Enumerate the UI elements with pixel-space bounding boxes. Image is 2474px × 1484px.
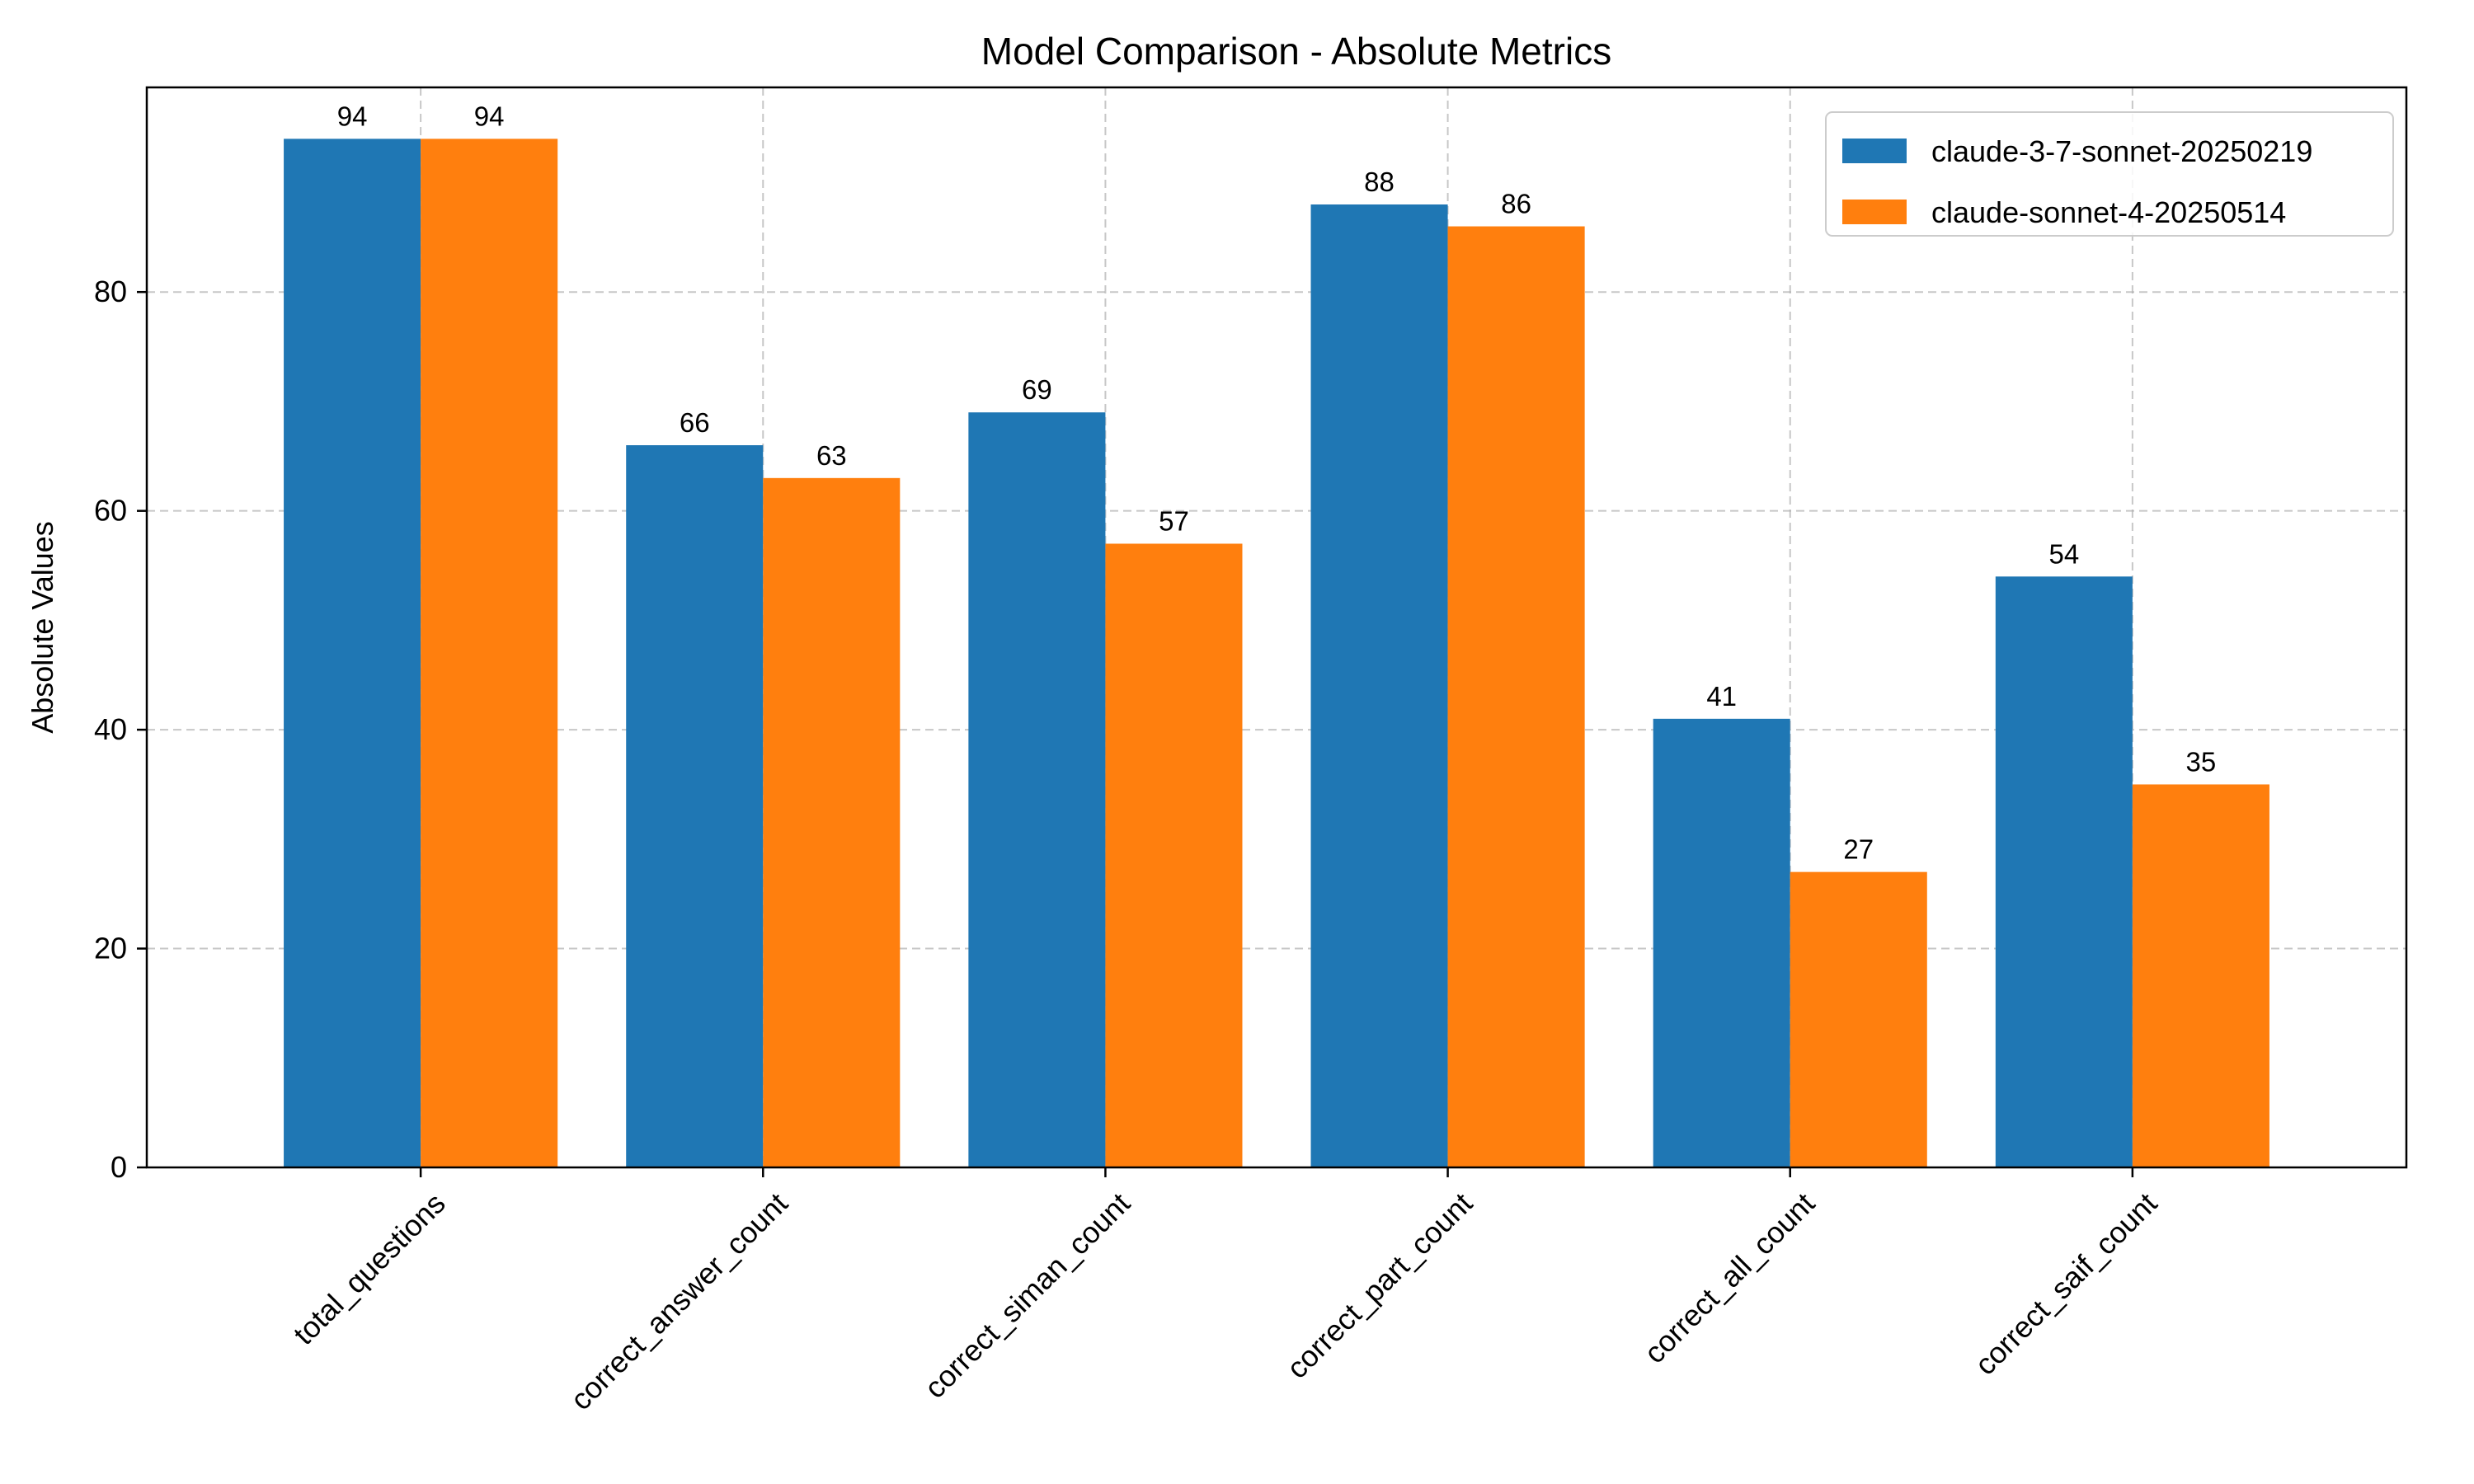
legend[interactable]: claude-3-7-sonnet-20250219 claude-sonnet-… [1825,111,2394,237]
bar-value-label: 66 [680,407,710,438]
bar-value-label: 94 [337,101,368,131]
y-tick-label: 20 [94,932,127,965]
x-tick-label: correct_all_count [1638,1186,1822,1370]
bar-total_questions-series-1[interactable] [284,139,421,1167]
legend-swatch [1842,139,1907,163]
bar-value-label: 63 [816,440,847,471]
y-axis-label: Absolute Values [26,521,59,734]
bar-correct_part_count-series-1[interactable] [1310,204,1448,1167]
chart-title: Model Comparison - Absolute Metrics [981,30,1611,73]
x-tick-label: correct_siman_count [918,1186,1136,1405]
y-tick-label: 40 [94,712,127,746]
bar-value-label: 41 [1706,681,1737,711]
legend-entry-label: claude-sonnet-4-20250514 [1931,195,2286,229]
bar-value-label: 27 [1843,834,1874,865]
x-axis: total_questions correct_answer_count corre… [287,1167,2164,1416]
bar-correct_saif_count-series-2[interactable] [2132,784,2269,1167]
bar-value-label: 69 [1022,374,1052,405]
bar-correct_all_count-series-1[interactable] [1653,718,1790,1167]
plot-area-frame [145,86,2408,1169]
bar-correct_saif_count-series-1[interactable] [1995,576,2133,1167]
legend-box [1825,111,2394,237]
y-tick-label: 0 [111,1150,127,1184]
bar-correct_siman_count-series-2[interactable] [1105,543,1243,1167]
bars [284,139,2269,1168]
y-tick-label: 60 [94,494,127,528]
x-tick-label: total_questions [287,1186,452,1351]
x-tick-label: correct_saif_count [1968,1186,2164,1382]
x-tick-label: correct_answer_count [563,1186,793,1416]
y-axis: 0 20 40 60 80 [94,275,147,1184]
y-tick-label: 80 [94,275,127,308]
bar-value-label: 57 [1159,505,1189,536]
bar-value-label: 54 [2048,538,2079,569]
bar-correct_answer_count-series-1[interactable] [626,445,764,1167]
bar-correct_answer_count-series-2[interactable] [763,477,901,1167]
bar-value-label: 88 [1364,167,1395,197]
bar-correct_part_count-series-2[interactable] [1447,226,1585,1168]
legend-entry-label: claude-3-7-sonnet-20250219 [1931,134,2312,168]
bar-correct_all_count-series-2[interactable] [1790,871,1927,1167]
bar-value-labels: 94 66 69 88 41 54 94 63 57 86 27 35 [337,101,2217,864]
bar-value-label: 35 [2186,746,2217,777]
bar-correct_siman_count-series-1[interactable] [968,412,1106,1167]
legend-swatch [1842,200,1907,224]
bar-value-label: 94 [474,101,505,131]
x-tick-label: correct_part_count [1280,1186,1479,1385]
bar-value-label: 86 [1501,189,1531,219]
bar-total_questions-series-2[interactable] [421,139,558,1167]
